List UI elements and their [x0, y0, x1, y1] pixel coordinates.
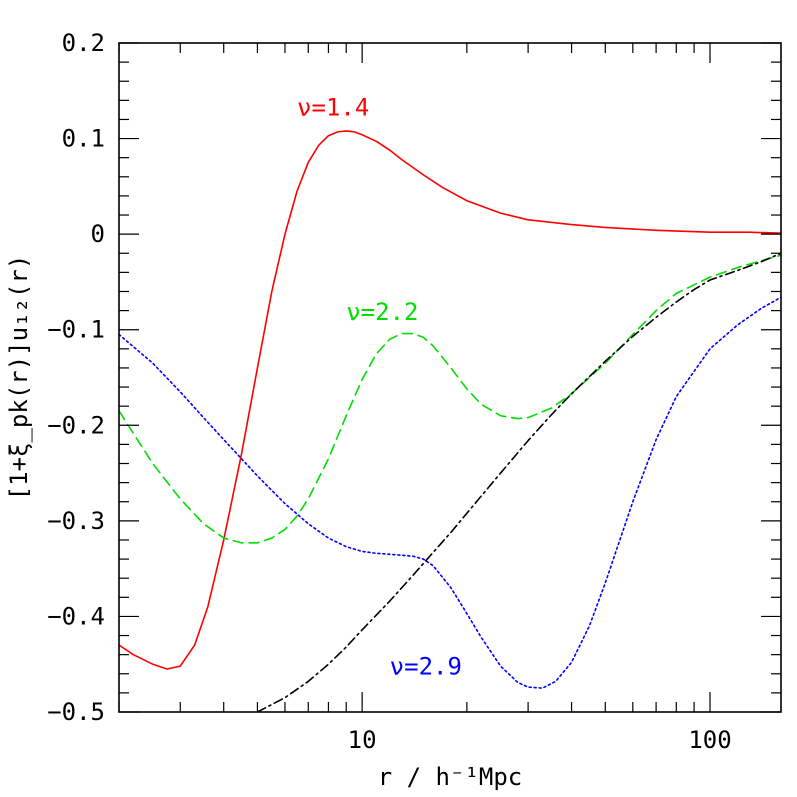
series-labels: ν=1.4 ν=2.2 ν=2.9	[297, 94, 462, 681]
y-tick-label: −0.2	[47, 411, 105, 439]
series-label-2: ν=2.2	[346, 298, 418, 326]
series-line-2	[119, 254, 781, 544]
y-tick-label: −0.5	[47, 698, 105, 726]
series-label-3: ν=2.9	[390, 653, 462, 681]
series-line-1	[119, 130, 781, 670]
x-tick-label: 100	[688, 726, 731, 754]
x-axis-label: r / h⁻¹Mpc	[378, 763, 523, 791]
series-label-1: ν=1.4	[297, 94, 369, 122]
plot-frame	[118, 42, 782, 713]
y-tick-label: −0.3	[47, 507, 105, 535]
y-axis-label: [1+ξ_pk(r)]u₁₂(r)	[5, 255, 33, 501]
tick-labels: −0.5 −0.4 −0.3 −0.2 −0.1 0 0.1 0.2 10 100	[47, 29, 731, 754]
axis-ticks	[118, 42, 781, 713]
y-tick-label: −0.1	[47, 316, 105, 344]
x-tick-label: 10	[348, 726, 377, 754]
plot-area	[119, 130, 781, 712]
y-tick-label: 0	[91, 220, 105, 248]
series-line-3	[119, 296, 781, 689]
y-tick-label: 0.1	[62, 125, 105, 153]
y-tick-label: −0.4	[47, 602, 105, 630]
y-tick-label: 0.2	[62, 29, 105, 57]
series-line-4	[256, 252, 781, 712]
